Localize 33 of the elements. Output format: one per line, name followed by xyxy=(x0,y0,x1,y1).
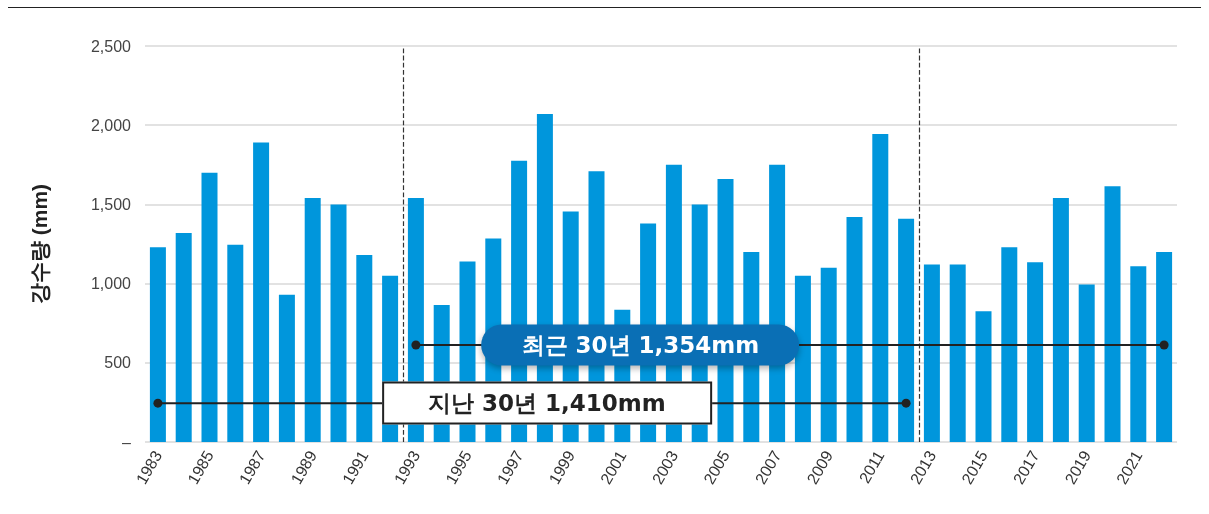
bar xyxy=(1130,266,1147,442)
bar xyxy=(975,311,992,442)
bar xyxy=(201,172,218,442)
bar xyxy=(923,264,940,442)
y-tick-label: 1,500 xyxy=(90,195,132,213)
bar xyxy=(872,133,889,442)
bar xyxy=(1052,198,1069,442)
bar xyxy=(1001,247,1018,442)
bar xyxy=(1078,284,1095,442)
bar xyxy=(253,142,270,442)
y-axis-title: 강수량 (mm) xyxy=(28,183,51,305)
bar xyxy=(175,232,192,442)
bar xyxy=(227,244,244,442)
y-tick-label: 1,000 xyxy=(90,275,132,293)
bar xyxy=(330,204,347,442)
bar xyxy=(846,217,863,442)
pill-callout: 최근 30년 1,354mm xyxy=(481,324,800,366)
bar xyxy=(898,218,915,442)
bar xyxy=(949,264,966,442)
bar xyxy=(1027,262,1044,442)
bar xyxy=(149,247,166,442)
y-tick-label: 2,500 xyxy=(90,37,132,55)
box-callout: 지난 30년 1,410mm xyxy=(382,381,712,425)
y-tick-label: 500 xyxy=(104,354,132,372)
bar xyxy=(278,294,295,442)
bar xyxy=(304,198,321,442)
y-tick-label: 2,000 xyxy=(90,116,132,134)
bar xyxy=(1156,251,1173,442)
bar xyxy=(820,267,837,442)
bar xyxy=(1104,186,1121,442)
y-tick-label: – xyxy=(122,433,132,451)
bar xyxy=(794,275,811,442)
bar xyxy=(356,255,373,442)
